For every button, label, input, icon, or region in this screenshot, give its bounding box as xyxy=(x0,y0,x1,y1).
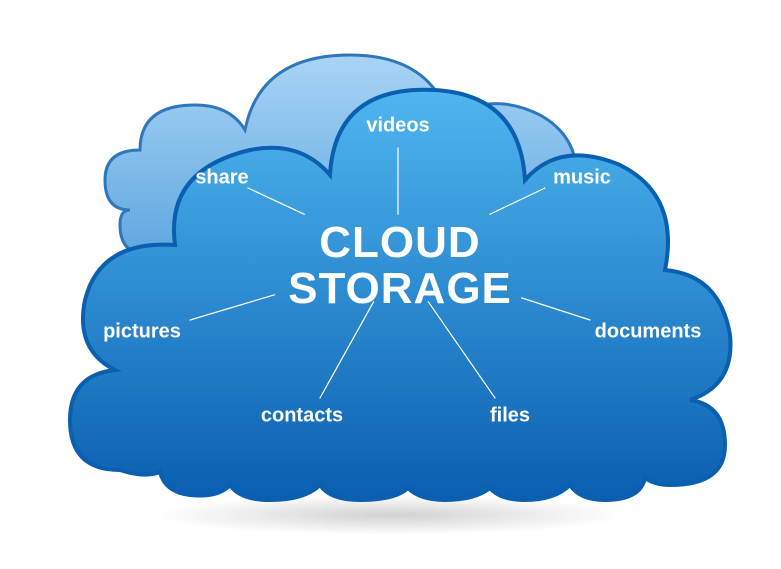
spoke-label-music: music xyxy=(553,167,611,190)
spoke-label-videos: videos xyxy=(366,115,429,138)
spoke-label-contacts: contacts xyxy=(261,405,343,428)
spoke-label-pictures: pictures xyxy=(103,321,181,344)
center-title: CLOUD STORAGE xyxy=(260,220,540,312)
diagram-canvas: CLOUD STORAGE videos music documents files c… xyxy=(0,0,781,569)
spoke-label-files: files xyxy=(490,405,530,428)
center-title-line2: STORAGE xyxy=(260,266,540,312)
spoke-label-documents: documents xyxy=(595,321,702,344)
spoke-label-share: share xyxy=(195,167,248,190)
center-title-line1: CLOUD xyxy=(260,220,540,266)
